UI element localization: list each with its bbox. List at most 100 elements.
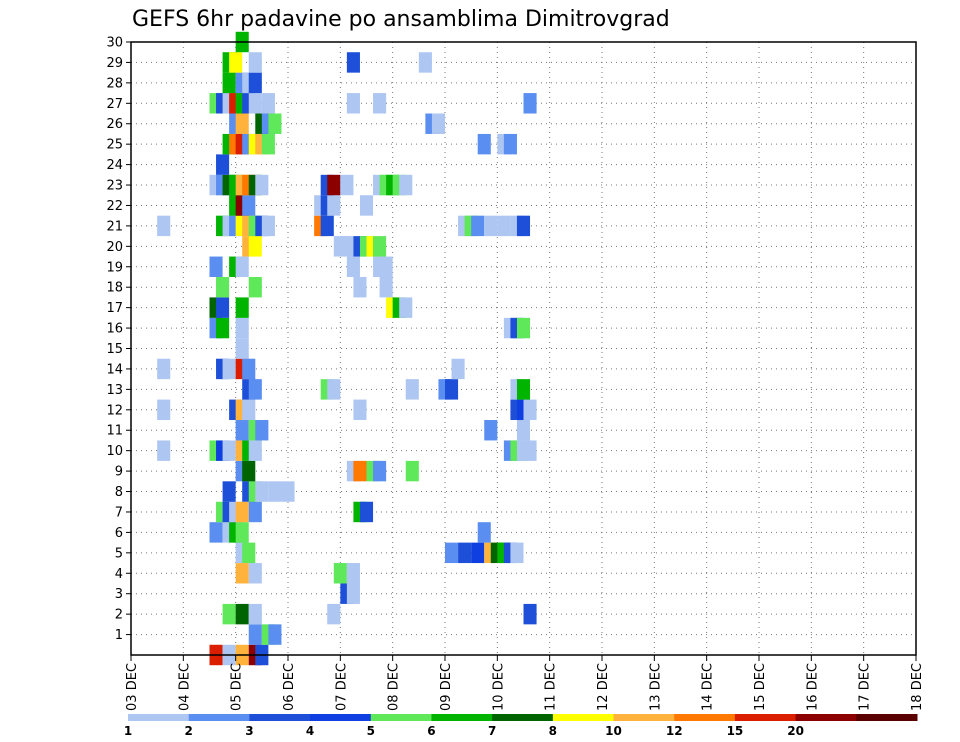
heatmap-cell: [235, 563, 249, 584]
heatmap-cell: [516, 215, 531, 237]
heatmap-cell: [235, 317, 249, 339]
heatmap-cell: [471, 215, 485, 237]
legend-swatch: [370, 714, 432, 721]
heatmap-cell: [229, 52, 243, 73]
heatmap-cell: [216, 317, 230, 339]
legend-swatch: [674, 714, 736, 721]
legend-swatch: [613, 714, 675, 721]
y-tick-label: 1: [115, 628, 123, 643]
heatmap-cell: [242, 460, 256, 482]
heatmap-cell: [399, 174, 413, 196]
heatmap-cell: [484, 420, 498, 441]
heatmap-cell: [216, 154, 230, 175]
heatmap-cell: [516, 379, 531, 400]
legend-label: 2: [185, 724, 193, 738]
color-legend: 1 2 3 4 5 6 7 8 10 12 15 20: [124, 714, 918, 738]
y-tick-label: 14: [106, 362, 123, 377]
x-tick-label: 13 DEC: [648, 663, 663, 711]
heatmap-cell: [340, 174, 354, 196]
heatmap-cell: [523, 399, 537, 421]
y-tick-label: 10: [106, 444, 123, 459]
y-tick-label: 19: [106, 260, 123, 275]
y-tick-label: 5: [115, 546, 123, 561]
y-tick-label: 3: [115, 587, 123, 602]
heatmap-cell: [248, 624, 262, 645]
heatmap-cell: [503, 133, 517, 155]
heatmap-cell: [346, 583, 360, 604]
y-tick-label: 16: [106, 322, 123, 337]
heatmap-cell: [359, 195, 374, 216]
x-tick-label: 03 DEC: [125, 663, 140, 711]
heatmap-cell: [268, 624, 282, 645]
heatmap-cell: [248, 603, 262, 625]
heatmap-cell: [484, 215, 498, 237]
heatmap-cell: [235, 113, 249, 134]
legend-label: 12: [666, 724, 683, 738]
heatmap-cell: [235, 297, 249, 318]
heatmap-cell: [353, 399, 367, 421]
heatmap-cell: [268, 481, 282, 502]
heatmap-cells: [157, 31, 537, 666]
x-tick-label: 16 DEC: [805, 663, 820, 711]
heatmap-cell: [346, 93, 360, 114]
heatmap-cell: [340, 236, 354, 257]
heatmap-cell: [327, 603, 341, 625]
legend-label: 20: [787, 724, 804, 738]
heatmap-cell: [216, 276, 230, 298]
heatmap-cell: [399, 297, 413, 318]
legend-label: 6: [427, 724, 435, 738]
heatmap-cell: [235, 603, 249, 625]
heatmap-cell: [261, 215, 275, 237]
heatmap-cell: [255, 481, 269, 502]
heatmap-cell: [248, 563, 262, 584]
heatmap-cell: [523, 440, 537, 461]
y-tick-label: 17: [106, 301, 123, 316]
heatmap-cell: [523, 93, 537, 114]
y-tick-label: 8: [115, 485, 123, 500]
heatmap-cell: [431, 113, 445, 134]
heatmap-cell: [235, 420, 249, 441]
y-tick-label: 24: [106, 158, 123, 173]
y-tick-label: 12: [106, 403, 123, 418]
x-tick-label: 12 DEC: [596, 663, 611, 711]
legend-label: 15: [727, 724, 744, 738]
legend-label: 10: [605, 724, 622, 738]
y-tick-label: 28: [106, 76, 123, 91]
heatmap-cell: [222, 481, 236, 502]
x-tick-label: 06 DEC: [282, 663, 297, 711]
heatmap-cell: [242, 195, 256, 216]
y-tick-label: 4: [115, 567, 123, 582]
heatmap-cell: [222, 72, 236, 94]
heatmap-cell: [477, 522, 491, 543]
legend-swatch: [188, 714, 250, 721]
y-tick-label: 9: [115, 465, 123, 480]
heatmap-cell: [235, 256, 249, 277]
y-tick-label: 25: [106, 138, 123, 153]
heatmap-cell: [445, 542, 459, 564]
legend-swatch: [795, 714, 857, 721]
heatmap-cell: [516, 317, 531, 339]
y-tick-label: 6: [115, 526, 123, 541]
y-tick-label: 21: [106, 219, 123, 234]
x-tick-label: 04 DEC: [177, 663, 192, 711]
heatmap-cell: [222, 358, 236, 380]
heatmap-cell: [268, 113, 282, 134]
x-tick-label: 14 DEC: [701, 663, 716, 711]
heatmap-cell: [235, 501, 249, 523]
legend-swatch: [856, 714, 918, 721]
heatmap-cell: [261, 133, 275, 155]
heatmap-cell: [477, 133, 491, 155]
heatmap-cell: [248, 72, 262, 94]
x-tick-label: 05 DEC: [230, 663, 245, 711]
y-tick-label: 22: [106, 199, 123, 214]
heatmap-cell: [235, 522, 249, 543]
heatmap-cell: [281, 481, 295, 502]
legend-swatch: [552, 714, 615, 721]
heatmap-cell: [248, 52, 262, 73]
heatmap-cell: [320, 215, 334, 237]
heatmap-cell: [333, 563, 347, 584]
heatmap-cell: [346, 52, 360, 73]
heatmap-cell: [242, 542, 256, 564]
heatmap-cell: [346, 563, 360, 584]
